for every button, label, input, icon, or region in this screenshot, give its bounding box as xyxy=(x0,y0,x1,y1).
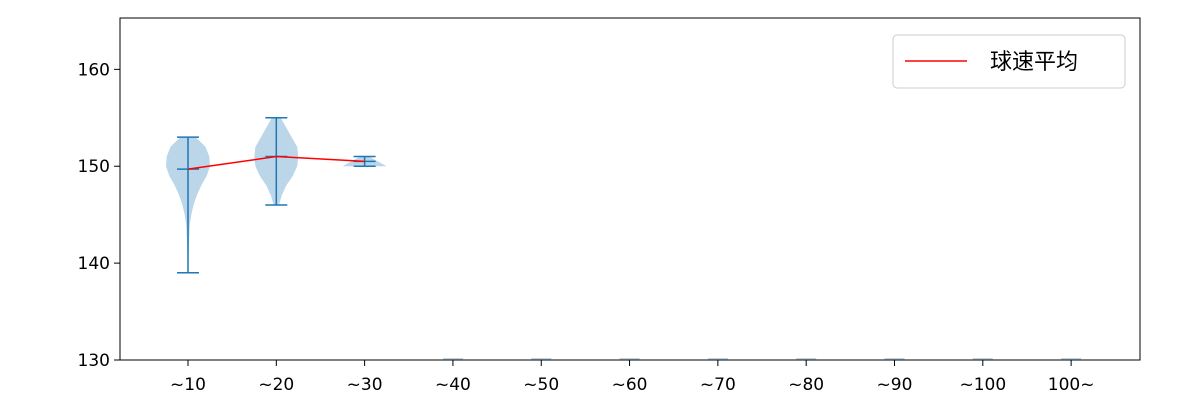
y-tick-label: 130 xyxy=(78,351,110,371)
mean-line xyxy=(187,155,365,170)
violins-layer xyxy=(166,117,1082,360)
x-tick-label: ~90 xyxy=(877,375,913,395)
y-axis: 130 140 150 160 xyxy=(78,60,120,371)
legend-box xyxy=(892,34,1126,89)
legend-label-mean: 球速平均 xyxy=(990,50,1078,75)
y-tick-label: 140 xyxy=(78,254,110,274)
x-tick-label: ~100 xyxy=(959,375,1006,395)
y-tick-label: 150 xyxy=(78,157,110,177)
x-tick-label: ~30 xyxy=(347,375,383,395)
x-tick-label: ~50 xyxy=(523,375,559,395)
x-tick-label: ~70 xyxy=(700,375,736,395)
x-tick-label: ~60 xyxy=(612,375,648,395)
x-tick-label: ~80 xyxy=(788,375,824,395)
x-tick-label: ~20 xyxy=(258,375,294,395)
stats-layer xyxy=(177,117,376,274)
x-axis: ~10 ~20 ~30 ~40 ~50 ~60 ~70 ~80 ~90 ~100 100~ xyxy=(170,360,1094,395)
x-tick-label: 100~ xyxy=(1048,375,1095,395)
legend: 球速平均 xyxy=(892,34,1126,89)
y-tick-label: 160 xyxy=(78,60,110,80)
x-tick-label: ~10 xyxy=(170,375,206,395)
x-tick-label: ~40 xyxy=(435,375,471,395)
